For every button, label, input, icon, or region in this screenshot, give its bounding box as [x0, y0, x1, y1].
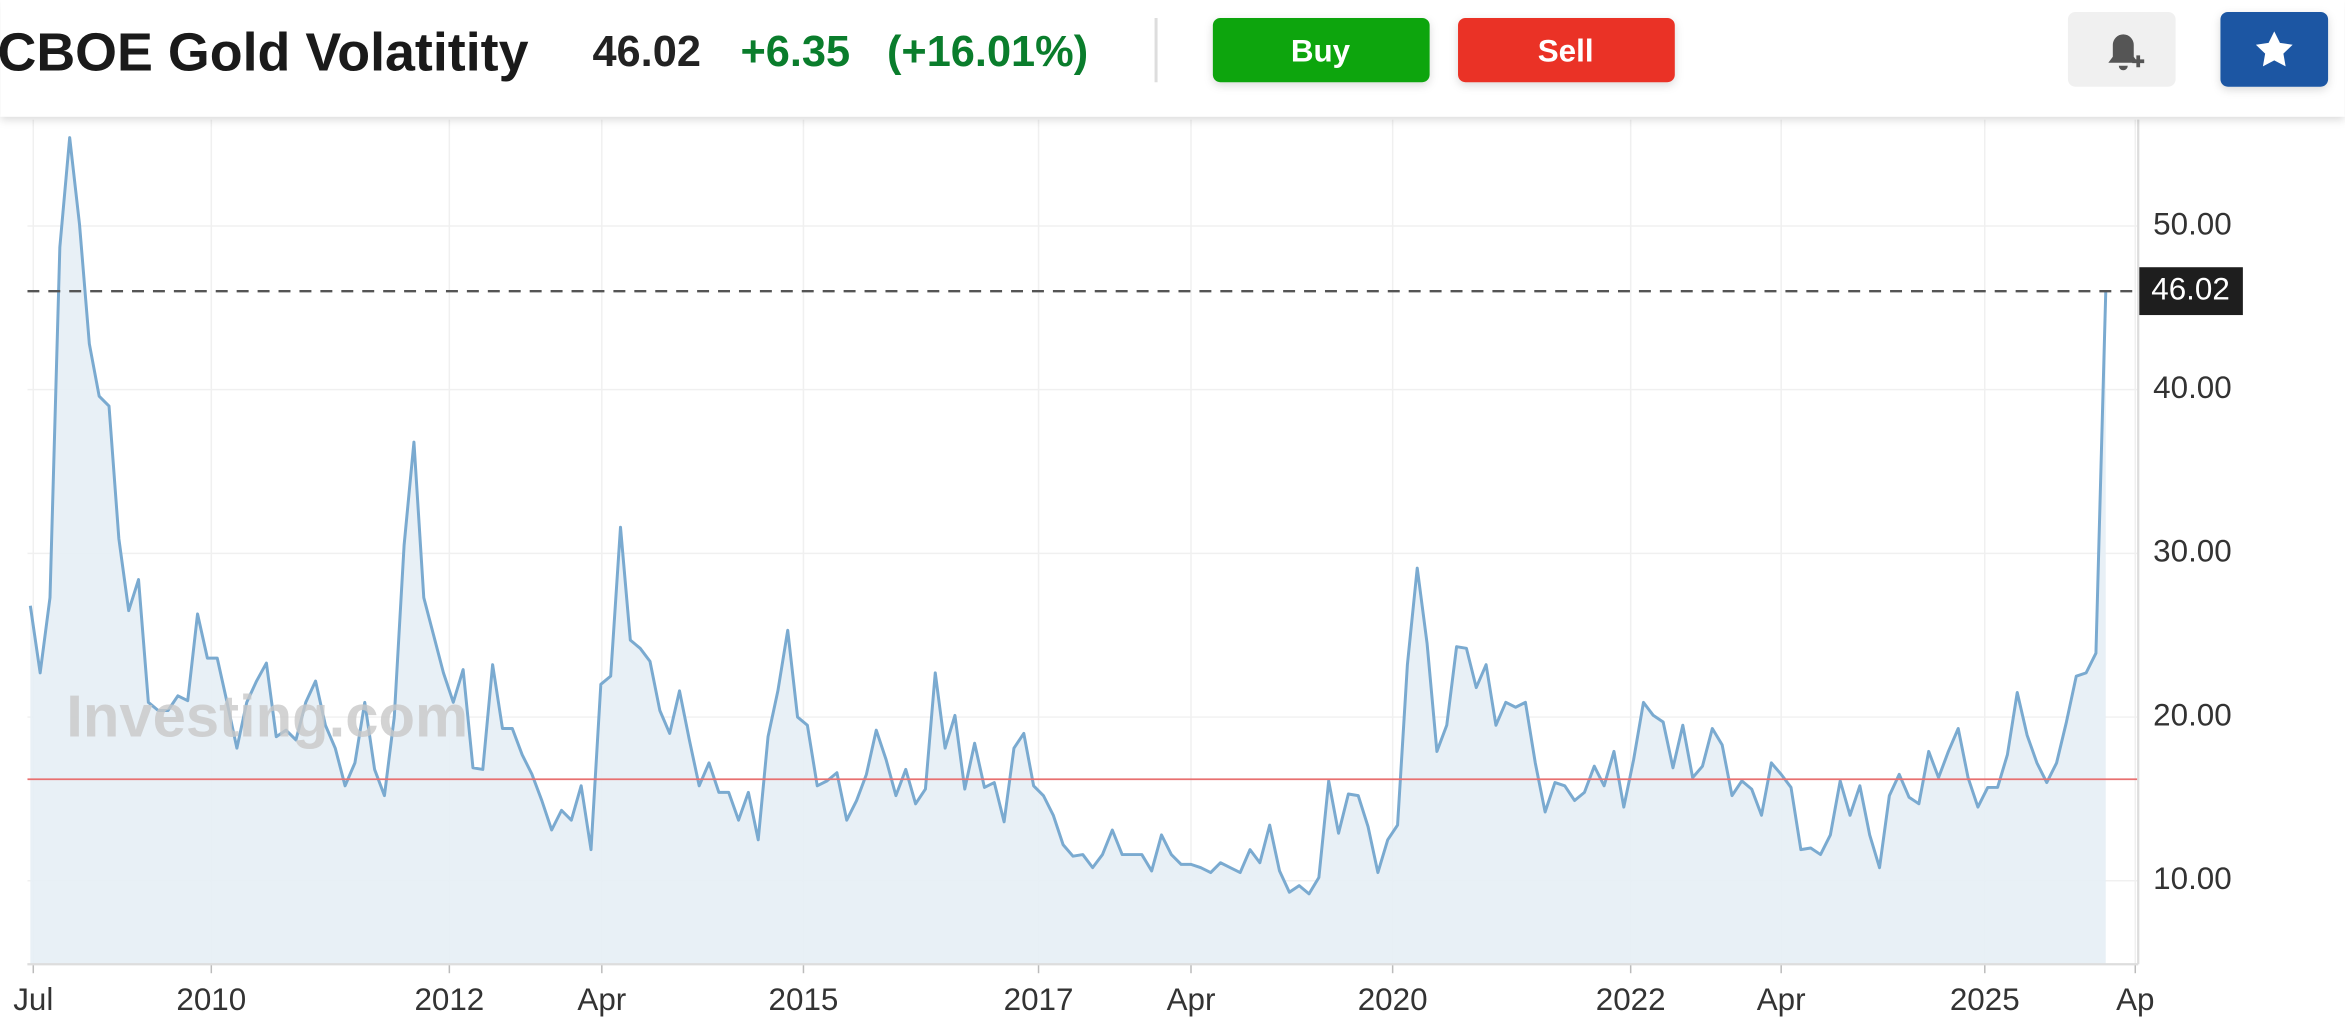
- x-tick-label: Apr: [1757, 982, 1806, 1017]
- buy-button-bg[interactable]: [1212, 17, 1430, 83]
- current-price-badge: [2138, 267, 2243, 316]
- last-price: 46.02: [592, 28, 700, 76]
- buy-button[interactable]: Buy: [1212, 17, 1430, 83]
- alert-button[interactable]: [2067, 11, 2176, 87]
- y-tick-label: 40.00: [2153, 370, 2232, 405]
- bell-icon[interactable]: [2108, 34, 2139, 71]
- x-tick-label: 2022: [1596, 982, 1666, 1017]
- sell-button[interactable]: Sell: [1458, 17, 1675, 83]
- buy-label[interactable]: Buy: [1291, 33, 1351, 68]
- x-tick-label: Apr: [577, 982, 626, 1017]
- plot-area: Investing.com: [27, 119, 2139, 965]
- area-fill: [30, 137, 2106, 965]
- price-change: +6.35: [740, 28, 850, 76]
- price-change-percent: (+16.01%): [887, 28, 1088, 76]
- sell-button-bg[interactable]: [1458, 17, 1675, 83]
- watchlist-button[interactable]: [2220, 11, 2329, 87]
- y-tick-label: 50.00: [2153, 206, 2232, 241]
- x-tick-label: Apr: [1167, 982, 1216, 1017]
- sell-label[interactable]: Sell: [1538, 33, 1594, 68]
- watermark: Investing.com: [66, 682, 468, 749]
- x-tick-label: 2017: [1004, 982, 1074, 1017]
- x-tick-label: 2025: [1950, 982, 2020, 1017]
- y-tick-label: 10.00: [2153, 861, 2232, 896]
- x-tick-label: Jul: [13, 982, 53, 1017]
- y-tick-label: 30.00: [2153, 534, 2232, 569]
- x-tick-label: 2012: [414, 982, 484, 1017]
- current-price-label: 46.02: [2151, 271, 2230, 306]
- star-icon[interactable]: [2255, 31, 2293, 67]
- plus-icon[interactable]: [2132, 55, 2145, 68]
- x-tick-label: 2020: [1358, 982, 1428, 1017]
- axes: 10.00 20.00 30.00 40.00 50.00 Jul 2010 2012 Apr 2…: [13, 119, 2243, 1017]
- x-tick-label: 2015: [769, 982, 839, 1017]
- x-tick-label: 2010: [176, 982, 246, 1017]
- header-bar: [0, 0, 2345, 117]
- instrument-title: CBOE Gold Volatitity: [0, 22, 529, 82]
- x-tick-label: Ap: [2116, 982, 2154, 1017]
- price-line: [28, 136, 2108, 896]
- y-tick-label: 20.00: [2153, 697, 2232, 732]
